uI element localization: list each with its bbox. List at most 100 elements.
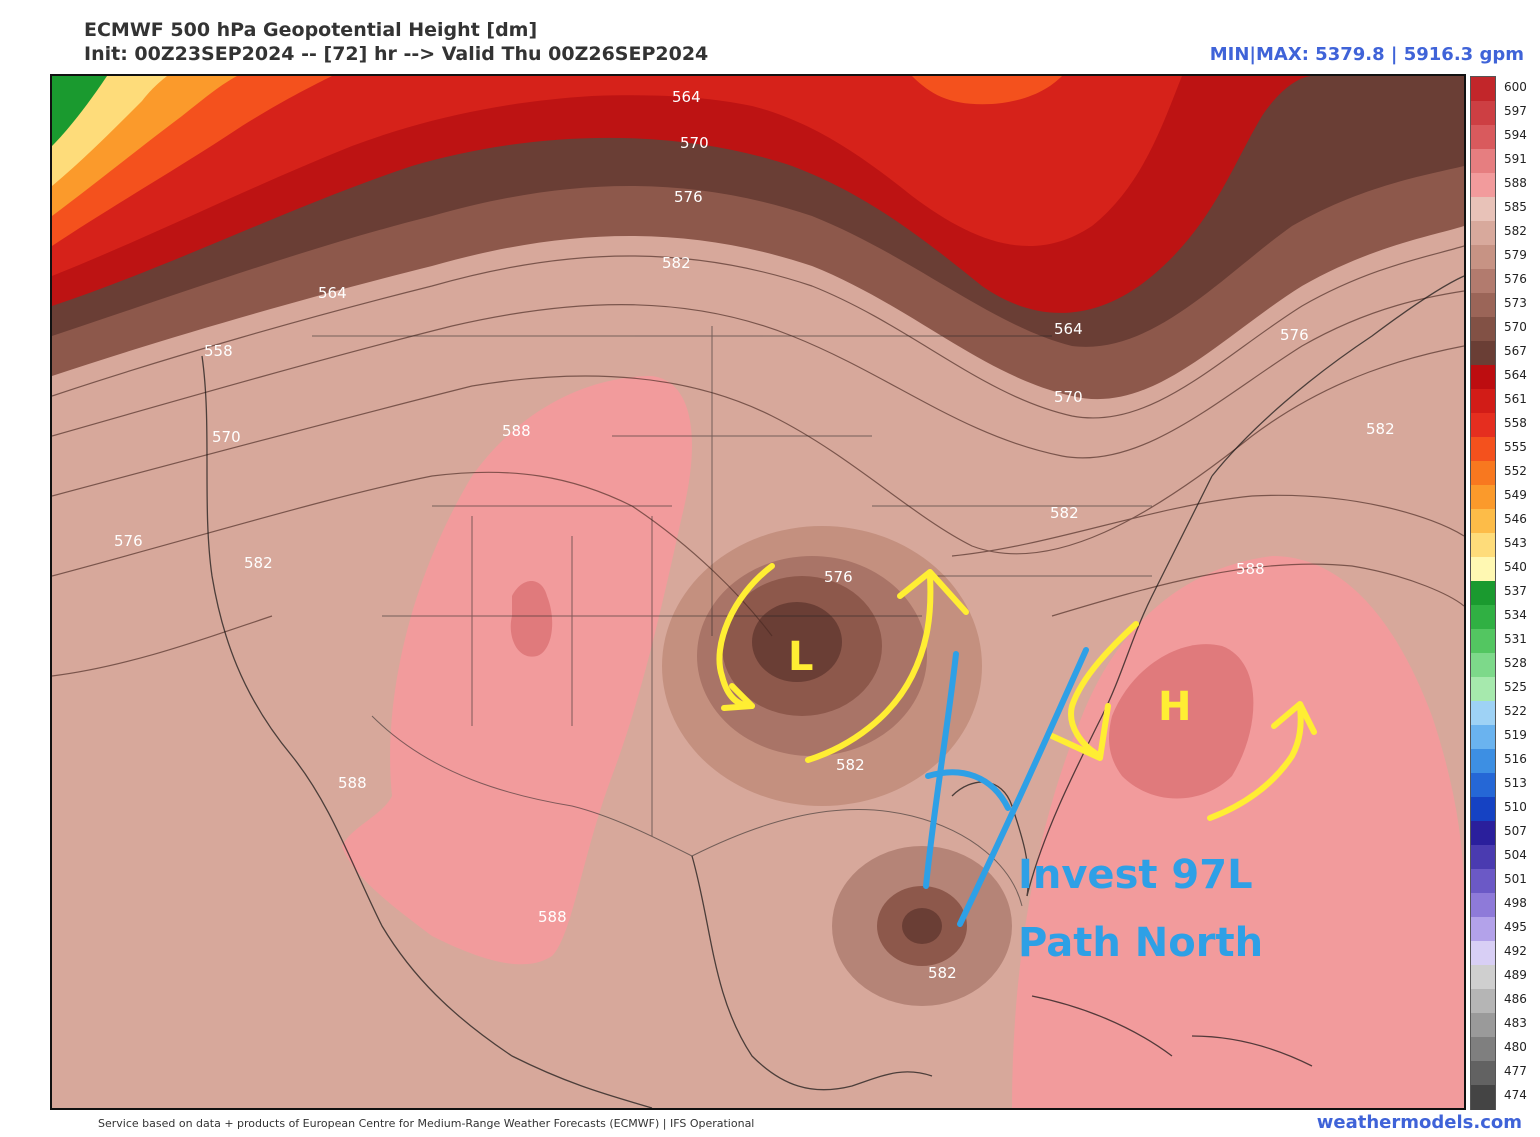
legend-label: 585 [1504, 200, 1527, 214]
legend-swatch [1471, 317, 1495, 342]
legend-swatch [1471, 437, 1495, 462]
chart-header: ECMWF 500 hPa Geopotential Height [dm] I… [84, 18, 708, 66]
low-ring-573 [752, 602, 842, 682]
legend-label: 561 [1504, 392, 1527, 406]
contour-label: 582 [244, 554, 273, 572]
legend-swatch [1471, 653, 1495, 678]
arrow-high-west-head [1049, 703, 1111, 761]
legend-swatch [1471, 941, 1495, 966]
legend-swatch [1471, 845, 1495, 870]
init-valid-line: Init: 00Z23SEP2024 -- [72] hr --> Valid … [84, 43, 709, 65]
path-bracket [925, 769, 1011, 811]
legend-swatch [1471, 1013, 1495, 1038]
legend-label: 540 [1504, 560, 1527, 574]
contour-label: 570 [212, 428, 241, 446]
legend-swatch [1471, 125, 1495, 150]
contour-label: 582 [1050, 504, 1079, 522]
legend-label: 576 [1504, 272, 1527, 286]
contour-label: 582 [928, 964, 957, 982]
band-ne-orange [912, 76, 1062, 105]
coastlines [201, 275, 1464, 1108]
legend-label: 498 [1504, 896, 1527, 910]
contour-label: 570 [680, 134, 709, 152]
site-brand[interactable]: weathermodels.com [1316, 1112, 1522, 1133]
legend-label: 510 [1504, 800, 1527, 814]
legend-swatch [1471, 269, 1495, 294]
legend-swatch [1471, 557, 1495, 582]
legend-swatch [1471, 869, 1495, 894]
contour-label: 576 [114, 532, 143, 550]
legend-label: 522 [1504, 704, 1527, 718]
legend-label: 597 [1504, 104, 1527, 118]
gulf-low-core [902, 908, 942, 944]
map-panel: 564 570 576 582 564 558 570 588 576 582 … [50, 74, 1466, 1110]
legend-swatch [1471, 917, 1495, 942]
legend-swatch [1471, 413, 1495, 438]
arrow-high-east-head [1271, 701, 1317, 735]
ridge-west-591 [510, 581, 553, 657]
contour-label: 588 [338, 774, 367, 792]
legend-label: 549 [1504, 488, 1527, 502]
legend-label: 531 [1504, 632, 1527, 646]
legend-label: 516 [1504, 752, 1527, 766]
legend-swatch [1471, 293, 1495, 318]
legend-label: 543 [1504, 536, 1527, 550]
legend-swatch [1471, 629, 1495, 654]
legend-label: 582 [1504, 224, 1527, 238]
legend-swatch [1471, 173, 1495, 198]
arrow-low-west-head [721, 683, 755, 711]
legend-label: 567 [1504, 344, 1527, 358]
contour-label: 564 [672, 88, 701, 106]
legend-label: 564 [1504, 368, 1527, 382]
legend-label: 501 [1504, 872, 1527, 886]
legend-swatch [1471, 149, 1495, 174]
legend-label: 504 [1504, 848, 1527, 862]
legend-swatch [1471, 341, 1495, 366]
legend-label: 525 [1504, 680, 1527, 694]
contour-label: 582 [662, 254, 691, 272]
legend-swatch [1471, 581, 1495, 606]
legend-swatch [1471, 1061, 1495, 1086]
contour-label: 588 [1236, 560, 1265, 578]
data-source-credit: Service based on data + products of Euro… [98, 1117, 755, 1130]
legend-swatch [1471, 389, 1495, 414]
legend-label: 552 [1504, 464, 1527, 478]
legend-swatch [1471, 821, 1495, 846]
legend-swatch [1471, 677, 1495, 702]
legend-label: 513 [1504, 776, 1527, 790]
contour-label: 588 [502, 422, 531, 440]
legend-swatch [1471, 533, 1495, 558]
legend-label: 570 [1504, 320, 1527, 334]
legend-swatch [1471, 773, 1495, 798]
legend-label: 477 [1504, 1064, 1527, 1078]
legend-swatch [1471, 989, 1495, 1014]
height-field-map: 564 570 576 582 564 558 570 588 576 582 … [52, 76, 1464, 1108]
legend-label: 573 [1504, 296, 1527, 310]
legend-label: 528 [1504, 656, 1527, 670]
arrow-low-west [716, 563, 775, 709]
legend-swatch [1471, 1037, 1495, 1062]
legend-label: 495 [1504, 920, 1527, 934]
legend-swatch [1471, 797, 1495, 822]
legend-label: 474 [1504, 1088, 1527, 1102]
legend-swatch [1471, 749, 1495, 774]
path-line-east [957, 647, 1089, 927]
invest-label-line2: Path North [1018, 920, 1263, 966]
map-title: ECMWF 500 hPa Geopotential Height [dm] [84, 19, 538, 41]
legend-swatch [1471, 701, 1495, 726]
legend-label: 546 [1504, 512, 1527, 526]
legend-label: 507 [1504, 824, 1527, 838]
contour-label: 576 [824, 568, 853, 586]
legend-label: 480 [1504, 1040, 1527, 1054]
arrow-high-east [1207, 703, 1304, 821]
arrow-high-west [1068, 621, 1139, 759]
path-line-west [923, 651, 959, 889]
high-center-label: H [1158, 684, 1191, 730]
invest-path-lines [923, 647, 1089, 927]
contour-label: 564 [1054, 320, 1083, 338]
legend-swatch [1471, 725, 1495, 750]
ridge-west-588 [342, 376, 692, 965]
legend-label: 483 [1504, 1016, 1527, 1030]
band-red-light [52, 76, 1182, 276]
legend-swatch [1471, 485, 1495, 510]
